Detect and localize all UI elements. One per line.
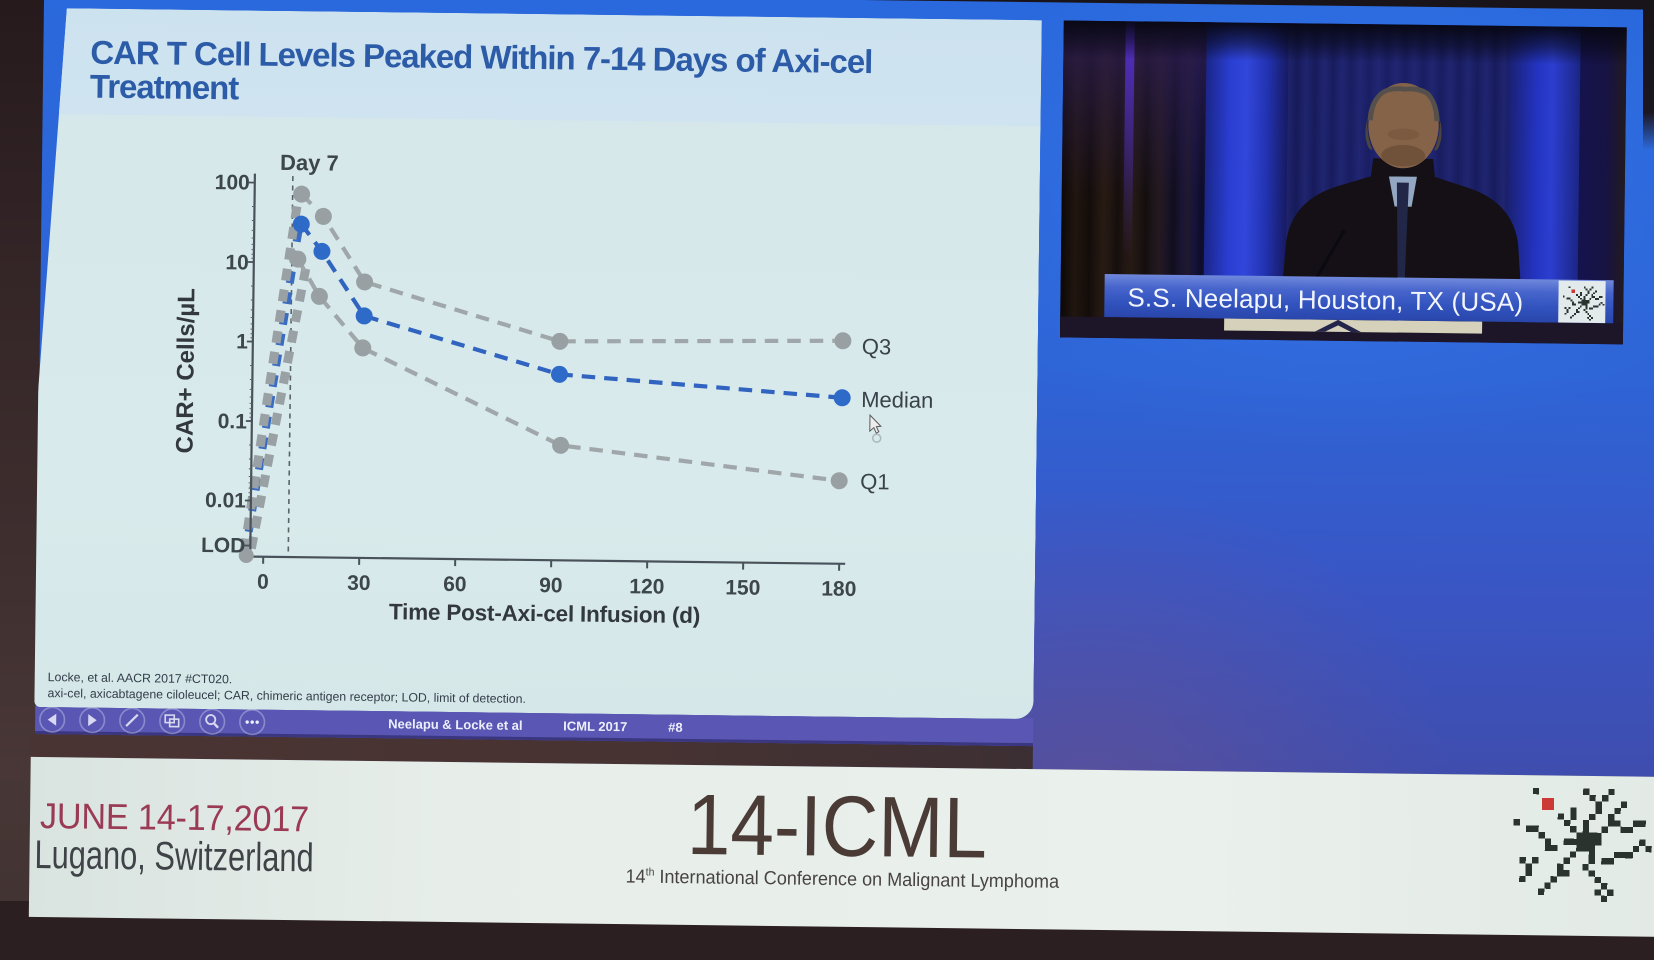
svg-text:180: 180 bbox=[821, 578, 856, 601]
svg-text:10: 10 bbox=[225, 251, 249, 274]
svg-text:100: 100 bbox=[215, 171, 250, 194]
svg-text:Q3: Q3 bbox=[862, 334, 892, 359]
svg-text:LOD: LOD bbox=[201, 534, 246, 558]
svg-text:Q1: Q1 bbox=[860, 469, 890, 494]
svg-text:1: 1 bbox=[236, 330, 248, 353]
svg-text:Median: Median bbox=[861, 387, 933, 413]
svg-text:120: 120 bbox=[629, 575, 664, 598]
svg-text:30: 30 bbox=[347, 572, 371, 595]
svg-text:60: 60 bbox=[443, 573, 467, 596]
svg-text:CAR+ Cells/µL: CAR+ Cells/µL bbox=[171, 288, 200, 454]
svg-text:90: 90 bbox=[539, 574, 563, 597]
svg-text:0.01: 0.01 bbox=[205, 489, 246, 513]
svg-text:Time Post-Axi-cel Infusion (d): Time Post-Axi-cel Infusion (d) bbox=[389, 599, 700, 628]
svg-text:0: 0 bbox=[257, 571, 269, 594]
svg-text:150: 150 bbox=[725, 576, 760, 599]
svg-text:0.1: 0.1 bbox=[218, 410, 248, 433]
svg-text:Day 7: Day 7 bbox=[280, 150, 339, 176]
